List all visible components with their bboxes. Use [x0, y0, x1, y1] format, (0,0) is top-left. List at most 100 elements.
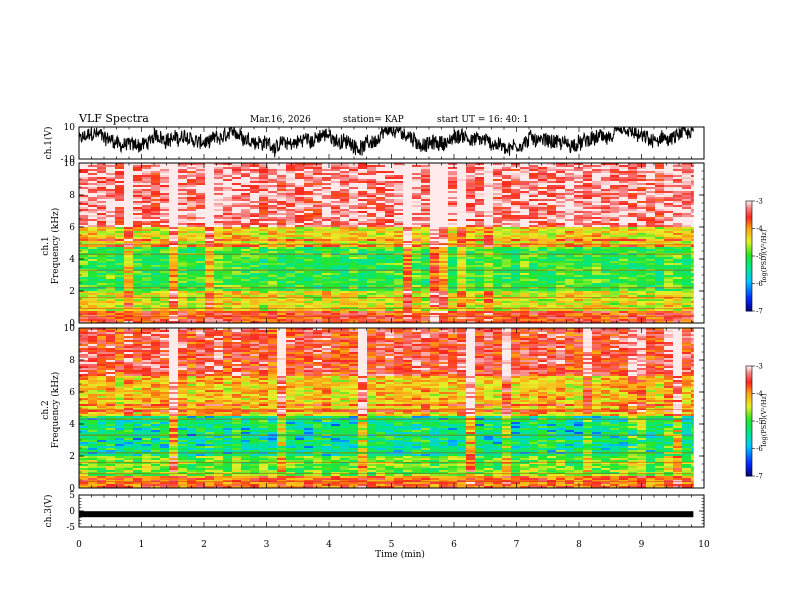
spectrogram-cell: [259, 181, 269, 184]
spectrogram-cell: [367, 187, 377, 190]
spectrogram-cell: [592, 297, 602, 300]
spectrogram-cell: [331, 233, 341, 236]
spectrogram-cell: [214, 231, 224, 234]
spectrogram-cell: [421, 285, 431, 288]
spectrogram-cell: [682, 207, 692, 210]
spectrogram-cell: [565, 245, 575, 248]
spectrogram-cell: [97, 201, 107, 204]
spectrogram-cell: [304, 179, 314, 182]
spectrogram-cell: [349, 195, 359, 198]
spectrogram-cell: [160, 187, 170, 190]
spectrogram-cell: [106, 281, 116, 284]
spectrogram-cell: [529, 263, 539, 266]
spectrogram-cell: [421, 255, 431, 258]
spectrogram-cell: [403, 169, 413, 172]
spectrogram-cell: [205, 175, 215, 178]
spectrogram-cell: [376, 233, 386, 236]
spectrogram-cell: [322, 179, 332, 182]
spectrogram-cell: [691, 249, 694, 252]
spectrogram-cell: [538, 255, 548, 258]
spectrogram-cell: [430, 299, 440, 302]
spectrogram-cell: [592, 231, 602, 234]
spectrogram-cell: [313, 255, 323, 258]
spectrogram-cell: [493, 203, 503, 206]
spectrogram-cell: [340, 169, 350, 172]
spectrogram-cell: [367, 243, 377, 246]
spectrogram-cell: [466, 299, 476, 302]
spectrogram-cell: [97, 241, 107, 244]
spectrogram-cell: [493, 205, 503, 208]
spectrogram-cell: [547, 293, 557, 296]
spectrogram-cell: [664, 247, 674, 250]
spectrogram-cell: [232, 163, 242, 166]
spectrogram-cell: [646, 165, 656, 168]
spectrogram-cell: [475, 167, 485, 170]
spectrogram-cell: [430, 259, 440, 262]
spectrogram-cell: [232, 191, 242, 194]
spectrogram-cell: [664, 221, 674, 224]
spectrogram-cell: [538, 195, 548, 198]
spectrogram-cell: [214, 227, 224, 230]
spectrogram-cell: [655, 219, 665, 222]
spectrogram-cell: [97, 217, 107, 220]
spectrogram-cell: [178, 207, 188, 210]
spectrogram-cell: [277, 191, 287, 194]
spectrogram-cell: [484, 187, 494, 190]
spectrogram-cell: [466, 303, 476, 306]
spectrogram-cell: [232, 255, 242, 258]
spectrogram-cell: [232, 193, 242, 196]
spectrogram-cell: [232, 205, 242, 208]
spectrogram-cell: [241, 167, 251, 170]
spectrogram-cell: [88, 257, 98, 260]
spectrogram-cell: [592, 299, 602, 302]
spectrogram-cell: [88, 235, 98, 238]
spectrogram-cell: [466, 249, 476, 252]
spectrogram-cell: [259, 259, 269, 262]
spectrogram-cell: [178, 233, 188, 236]
spectrogram-cell: [151, 263, 161, 266]
spectrogram-cell: [601, 265, 611, 268]
spectrogram-cell: [250, 261, 260, 264]
spectrogram-cell: [538, 165, 548, 168]
spectrogram-cell: [223, 237, 233, 240]
spectrogram-cell: [97, 177, 107, 180]
spectrogram-cell: [376, 165, 386, 168]
spectrogram-cell: [484, 169, 494, 172]
spectrogram-cell: [349, 173, 359, 176]
spectrogram-cell: [502, 231, 512, 234]
spectrogram-cell: [592, 229, 602, 232]
spectrogram-cell: [331, 289, 341, 292]
spectrogram-cell: [250, 167, 260, 170]
spectrogram-cell: [583, 217, 593, 220]
spectrogram-cell: [394, 169, 404, 172]
spectrogram-cell: [691, 209, 694, 212]
spectrogram-cell: [619, 245, 629, 248]
spectrogram-cell: [421, 233, 431, 236]
spectrogram-cell: [268, 249, 278, 252]
spectrogram-cell: [376, 223, 386, 226]
spectrogram-cell: [367, 285, 377, 288]
spectrogram-cell: [592, 285, 602, 288]
spectrogram-cell: [205, 187, 215, 190]
spectrogram-cell: [601, 203, 611, 206]
spectrogram-cell: [169, 207, 179, 210]
spectrogram-cell: [565, 277, 575, 280]
spectrogram-cell: [358, 165, 368, 168]
spectrogram-cell: [457, 245, 467, 248]
spectrogram-cell: [682, 175, 692, 178]
spectrogram-cell: [160, 283, 170, 286]
spectrogram-cell: [655, 199, 665, 202]
spectrogram-cell: [448, 273, 458, 276]
spectrogram-cell: [565, 239, 575, 242]
spectrogram-cell: [529, 303, 539, 306]
spectrogram-cell: [376, 231, 386, 234]
spectrogram-cell: [601, 261, 611, 264]
spectrogram-cell: [601, 199, 611, 202]
spectrogram-cell: [637, 199, 647, 202]
spectrogram-cell: [205, 225, 215, 228]
spectrogram-cell: [565, 251, 575, 254]
spectrogram-cell: [556, 179, 566, 182]
spectrogram-cell: [151, 173, 161, 176]
spectrogram-cell: [556, 273, 566, 276]
spectrogram-cell: [394, 163, 404, 166]
